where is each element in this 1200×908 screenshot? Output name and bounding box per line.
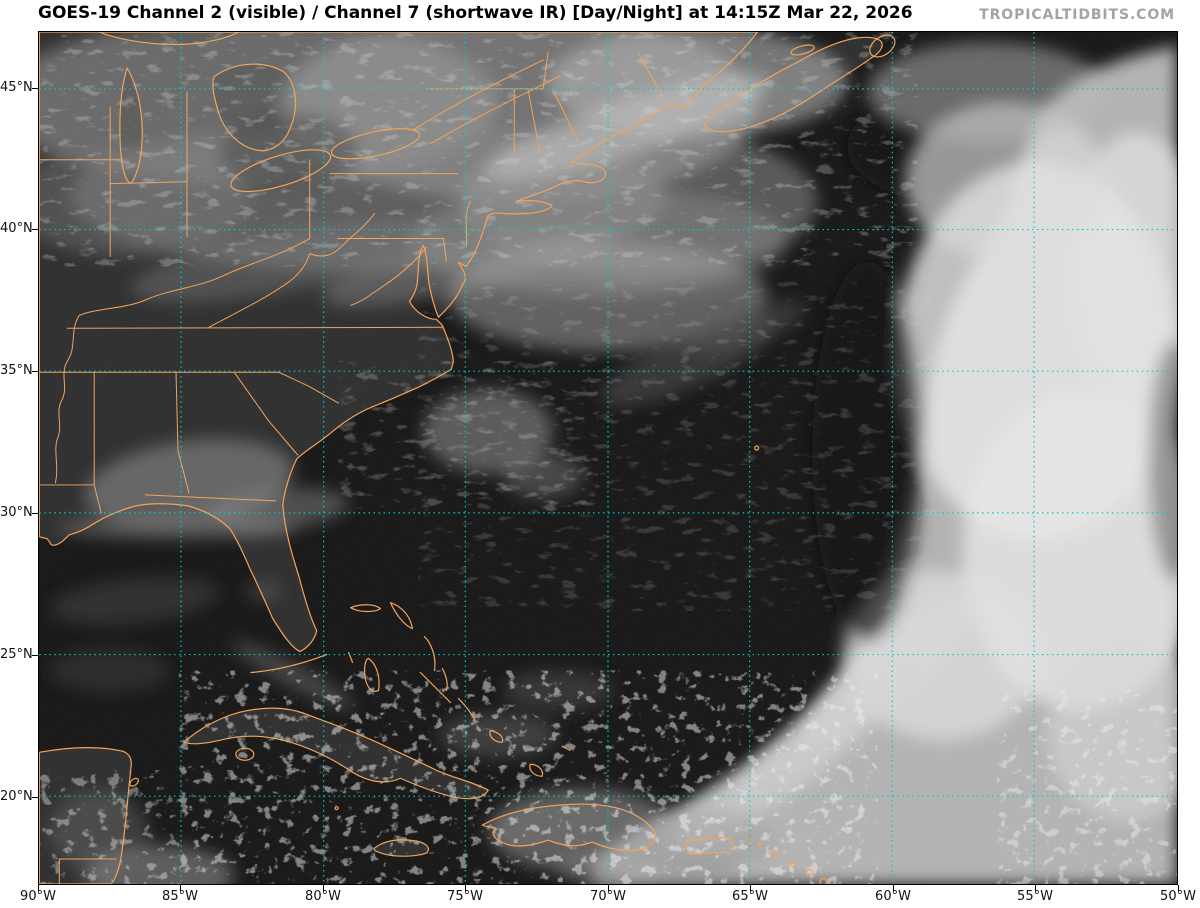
lon-tick-label: 90°W xyxy=(20,889,56,904)
lat-tick-label: 20°N xyxy=(0,789,33,804)
lon-tick-mark xyxy=(607,885,609,891)
lon-tick-label: 50°W xyxy=(1160,889,1196,904)
page-title: GOES-19 Channel 2 (visible) / Channel 7 … xyxy=(38,3,913,23)
lon-tick-mark xyxy=(322,885,324,891)
lon-tick-mark xyxy=(892,885,894,891)
lon-tick-label: 75°W xyxy=(447,889,483,904)
satellite-map xyxy=(38,31,1178,885)
lon-tick-label: 60°W xyxy=(875,889,911,904)
lat-tick-mark xyxy=(32,796,38,798)
lon-tick-label: 85°W xyxy=(162,889,198,904)
lat-tick-mark xyxy=(32,87,38,89)
lat-tick-label: 25°N xyxy=(0,647,33,662)
lon-tick-mark xyxy=(37,885,39,891)
state-border-overlay xyxy=(39,51,661,884)
lon-tick-mark xyxy=(464,885,466,891)
lat-tick-mark xyxy=(32,228,38,230)
lon-tick-mark xyxy=(1177,885,1179,891)
lat-tick-mark xyxy=(32,654,38,656)
image-grain xyxy=(39,32,1177,884)
lon-tick-mark xyxy=(179,885,181,891)
lon-tick-label: 65°W xyxy=(732,889,768,904)
coastline-overlay xyxy=(39,32,896,884)
lat-tick-mark xyxy=(32,370,38,372)
lat-tick-label: 45°N xyxy=(0,80,33,95)
lon-tick-label: 80°W xyxy=(305,889,341,904)
lat-tick-label: 40°N xyxy=(0,221,33,236)
lat-tick-mark xyxy=(32,512,38,514)
map-canvas xyxy=(39,32,1177,884)
lon-tick-mark xyxy=(1034,885,1036,891)
lat-tick-label: 30°N xyxy=(0,505,33,520)
lon-tick-mark xyxy=(749,885,751,891)
lon-tick-label: 55°W xyxy=(1017,889,1053,904)
tropicaltidbits-watermark: TROPICALTIDBITS.COM xyxy=(979,7,1175,23)
lon-tick-label: 70°W xyxy=(590,889,626,904)
latlon-gridlines xyxy=(39,32,1177,884)
lat-tick-label: 35°N xyxy=(0,363,33,378)
